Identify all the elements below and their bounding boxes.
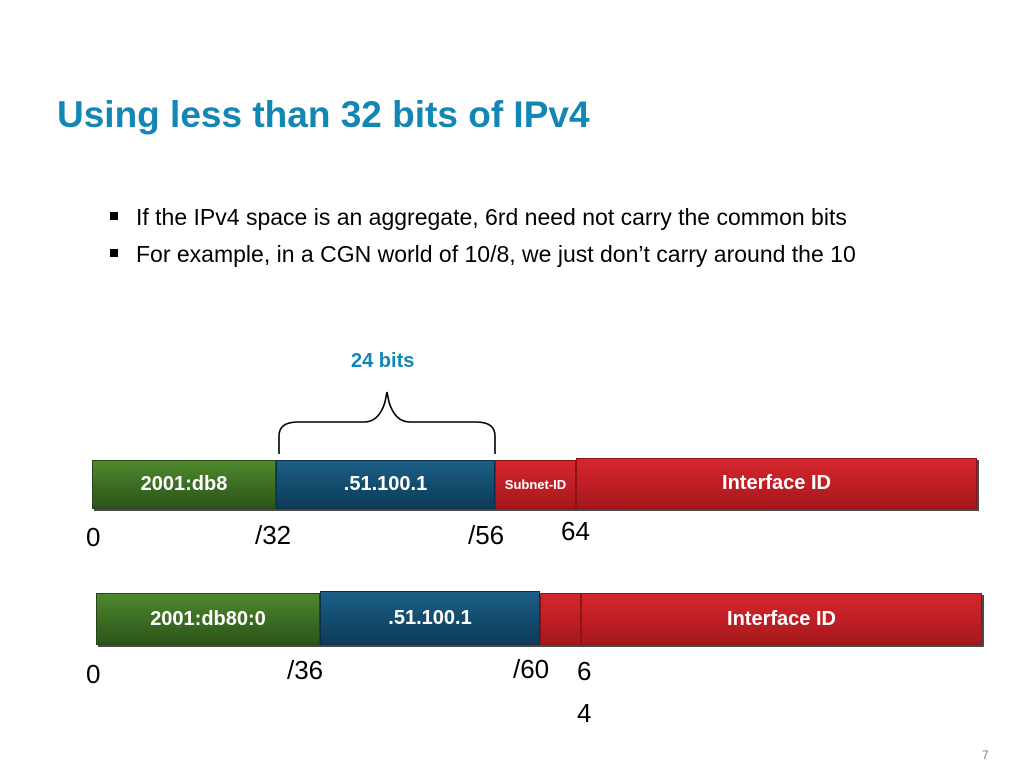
bit-mark-64-digit-4: 4 [577,698,592,728]
bit-mark-64: 64 [561,516,590,546]
prefix-segment: 2001:db80:0 [96,593,320,645]
page-number: 7 [982,748,989,762]
slide-title: Using less than 32 bits of IPv4 [57,94,590,135]
bit-mark-0: 0 [86,522,101,552]
curly-brace-icon [278,391,496,454]
square-bullet-icon [110,212,118,220]
bit-mark-32: /32 [255,520,292,550]
ipv4-segment: .51.100.1 [276,460,495,509]
bit-mark-36: /36 [287,655,324,685]
square-bullet-icon [110,249,118,257]
bullet-list: If the IPv4 space is an aggregate, 6rd n… [108,205,948,279]
subnet-id-segment: Subnet-ID [495,460,576,509]
brace-label: 24 bits [351,350,415,372]
bullet-text: For example, in a CGN world of 10/8, we … [136,241,856,267]
bullet-text: If the IPv4 space is an aggregate, 6rd n… [136,204,847,230]
subnet-id-segment [540,593,581,645]
bullet-item: If the IPv4 space is an aggregate, 6rd n… [108,205,948,230]
bit-mark-0: 0 [86,659,101,689]
bit-mark-64-digit-6: 6 [577,656,592,686]
interface-id-segment: Interface ID [576,458,977,509]
bullet-item: For example, in a CGN world of 10/8, we … [108,242,948,267]
interface-id-segment: Interface ID [581,593,982,645]
ipv4-segment: .51.100.1 [320,591,540,645]
bit-mark-56: /56 [468,520,505,550]
bit-mark-60: /60 [513,654,550,684]
prefix-segment: 2001:db8 [92,460,276,509]
